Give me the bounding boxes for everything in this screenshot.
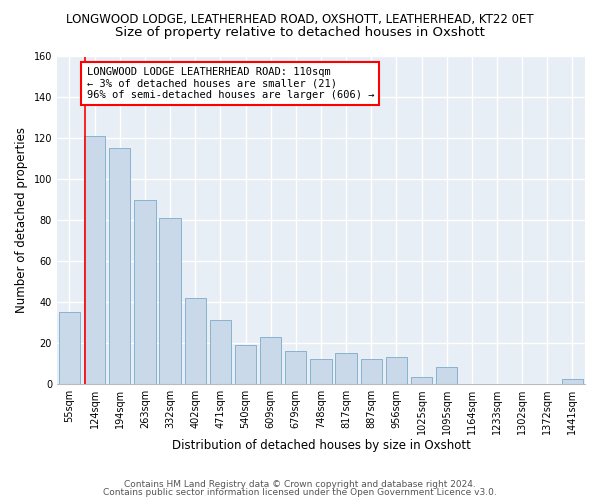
Text: Size of property relative to detached houses in Oxshott: Size of property relative to detached ho… bbox=[115, 26, 485, 39]
Bar bbox=[235, 344, 256, 384]
Bar bbox=[109, 148, 130, 384]
Bar bbox=[361, 359, 382, 384]
X-axis label: Distribution of detached houses by size in Oxshott: Distribution of detached houses by size … bbox=[172, 440, 470, 452]
Y-axis label: Number of detached properties: Number of detached properties bbox=[15, 127, 28, 313]
Bar bbox=[260, 336, 281, 384]
Bar bbox=[285, 351, 307, 384]
Bar bbox=[84, 136, 106, 384]
Bar bbox=[436, 367, 457, 384]
Bar bbox=[185, 298, 206, 384]
Bar bbox=[386, 357, 407, 384]
Bar bbox=[335, 353, 357, 384]
Bar bbox=[209, 320, 231, 384]
Bar bbox=[562, 380, 583, 384]
Text: LONGWOOD LODGE LEATHERHEAD ROAD: 110sqm
← 3% of detached houses are smaller (21): LONGWOOD LODGE LEATHERHEAD ROAD: 110sqm … bbox=[86, 66, 374, 100]
Bar bbox=[59, 312, 80, 384]
Text: Contains public sector information licensed under the Open Government Licence v3: Contains public sector information licen… bbox=[103, 488, 497, 497]
Bar bbox=[160, 218, 181, 384]
Text: Contains HM Land Registry data © Crown copyright and database right 2024.: Contains HM Land Registry data © Crown c… bbox=[124, 480, 476, 489]
Bar bbox=[310, 359, 332, 384]
Text: LONGWOOD LODGE, LEATHERHEAD ROAD, OXSHOTT, LEATHERHEAD, KT22 0ET: LONGWOOD LODGE, LEATHERHEAD ROAD, OXSHOT… bbox=[66, 12, 534, 26]
Bar bbox=[134, 200, 155, 384]
Bar bbox=[411, 378, 432, 384]
